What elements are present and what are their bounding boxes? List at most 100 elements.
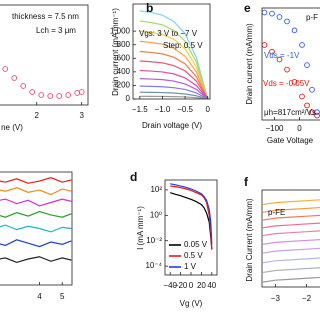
data-point bbox=[47, 93, 54, 99]
y-tick-label: 10⁰ bbox=[150, 210, 162, 219]
x-tick-label: −100 bbox=[265, 124, 284, 133]
data-point bbox=[38, 92, 45, 98]
series-line bbox=[0, 224, 72, 233]
series-line bbox=[139, 69, 209, 99]
series-line bbox=[0, 198, 72, 207]
x-tick-label: 20 bbox=[197, 281, 206, 290]
series-line bbox=[139, 20, 209, 99]
panel-letter: e bbox=[244, 1, 251, 15]
data-point bbox=[11, 75, 18, 81]
plot-frame bbox=[261, 7, 320, 121]
data-point bbox=[291, 27, 298, 34]
x-tick-label: 40 bbox=[207, 281, 216, 290]
data-point bbox=[56, 93, 63, 99]
plot-area bbox=[0, 177, 72, 264]
data-point bbox=[269, 48, 275, 55]
data-point bbox=[309, 86, 315, 93]
legend-label: 1 V bbox=[184, 262, 197, 271]
data-point bbox=[20, 83, 27, 89]
y-axis-label: Drain current (mA/mm) bbox=[245, 23, 254, 105]
series-line bbox=[262, 276, 320, 283]
data-point bbox=[276, 14, 283, 20]
x-tick-label: −40 bbox=[163, 281, 177, 290]
y-axis-label: I (mA mm⁻¹) bbox=[136, 206, 145, 250]
series-line bbox=[262, 247, 320, 254]
series-line bbox=[170, 183, 213, 245]
data-point bbox=[276, 56, 283, 63]
y-tick-label: 10⁻² bbox=[146, 236, 162, 245]
plot-area bbox=[262, 199, 320, 283]
series-line bbox=[170, 185, 213, 250]
series-line bbox=[262, 230, 320, 237]
series-line bbox=[0, 256, 72, 264]
data-point bbox=[314, 112, 320, 119]
data-point bbox=[262, 42, 268, 48]
series-line bbox=[0, 210, 72, 218]
series-label: Vds = -0.05V bbox=[263, 79, 310, 88]
y-axis-label: Drain current (mA mm⁻¹) bbox=[111, 8, 120, 96]
series-line bbox=[0, 187, 72, 196]
x-tick-label: −2 bbox=[302, 294, 312, 303]
data-point bbox=[291, 79, 298, 85]
x-tick-label: 5 bbox=[60, 292, 65, 301]
series-line bbox=[139, 10, 209, 99]
annotation: μh=817cm²/Vs bbox=[264, 108, 316, 117]
x-tick-label: −0.5 bbox=[177, 105, 193, 114]
data-point bbox=[309, 109, 315, 116]
legend-label: 0.5 V bbox=[184, 251, 203, 260]
data-point bbox=[269, 10, 275, 17]
series-line bbox=[139, 50, 209, 99]
x-tick-label: 4 bbox=[37, 292, 42, 301]
x-tick-label: −3 bbox=[271, 294, 281, 303]
panel-letter: b bbox=[146, 1, 153, 15]
series-line bbox=[262, 257, 320, 264]
y-axis-label: Drain Current (mA/mm) bbox=[245, 198, 254, 281]
series-line bbox=[262, 199, 320, 206]
series-line bbox=[139, 95, 208, 99]
annotation: p-F bbox=[306, 13, 318, 22]
annotation: Step: 0.5 V bbox=[163, 41, 203, 50]
annotation: Vgs: 3 V to −7 V bbox=[139, 29, 198, 38]
data-point bbox=[29, 89, 36, 95]
data-point bbox=[74, 90, 81, 96]
x-tick-label: −1.0 bbox=[155, 105, 171, 114]
series-line bbox=[139, 78, 209, 99]
y-tick-label: 10² bbox=[150, 185, 162, 194]
series-line bbox=[262, 267, 320, 274]
series-line bbox=[262, 222, 320, 229]
data-point bbox=[304, 62, 310, 68]
data-point bbox=[284, 66, 290, 73]
series-label: Vds = -1V bbox=[264, 51, 300, 60]
annotation: thickness = 7.5 nm bbox=[12, 12, 79, 21]
data-point bbox=[65, 92, 72, 98]
plot-area bbox=[262, 9, 320, 119]
series-line bbox=[139, 85, 209, 99]
plot-frame bbox=[0, 171, 73, 286]
annotation: p-FE bbox=[268, 208, 285, 217]
data-point bbox=[304, 102, 310, 109]
y-tick-label: 10⁻⁴ bbox=[145, 261, 162, 270]
data-point bbox=[284, 18, 290, 25]
annotation: Lch = 3 μm bbox=[36, 26, 76, 35]
data-point bbox=[299, 93, 305, 100]
plot-area bbox=[170, 183, 213, 250]
x-tick-label: −1.5 bbox=[132, 105, 148, 114]
panel-letter: d bbox=[130, 170, 137, 184]
plot-area bbox=[2, 66, 85, 99]
series-line bbox=[139, 40, 209, 99]
y-tick-label: 0 bbox=[126, 94, 131, 103]
y-tick-label: 600 bbox=[117, 53, 131, 62]
series-line bbox=[262, 238, 320, 245]
data-point bbox=[299, 42, 305, 48]
series-line bbox=[0, 177, 72, 184]
series-line bbox=[139, 30, 209, 99]
y-tick-label: 200 bbox=[117, 81, 131, 90]
plot-frame bbox=[261, 189, 320, 288]
series-line bbox=[0, 239, 72, 248]
x-tick-label: −20 bbox=[174, 281, 188, 290]
plot-frame bbox=[132, 3, 211, 100]
x-tick-label: 0 bbox=[297, 124, 302, 133]
y-tick-label: 400 bbox=[117, 67, 131, 76]
